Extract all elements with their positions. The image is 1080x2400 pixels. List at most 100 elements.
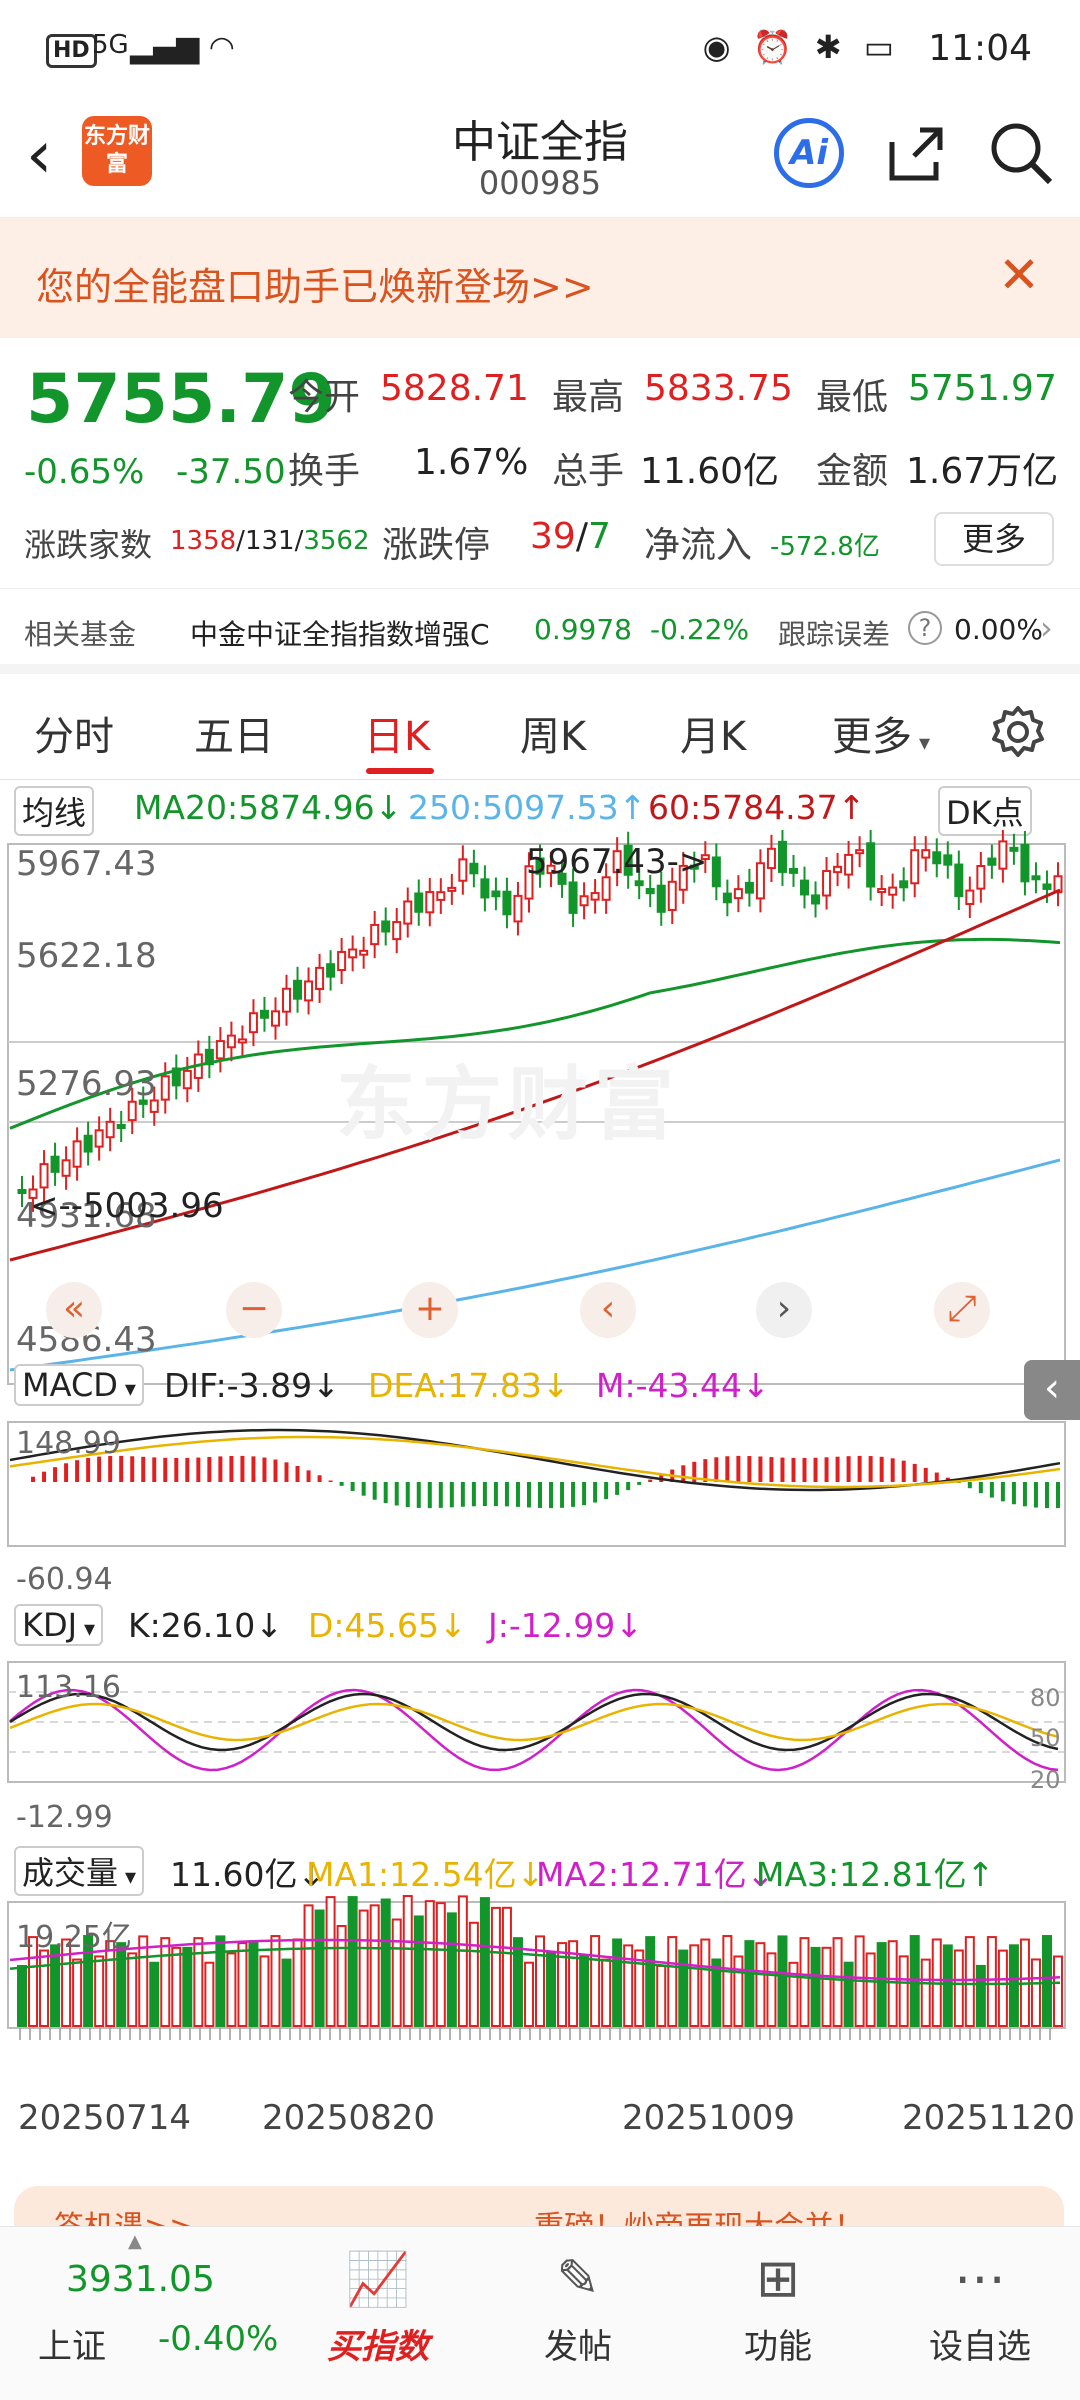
kline-chart[interactable] xyxy=(0,830,1080,2160)
tab-five-day[interactable]: 五日 xyxy=(194,714,274,760)
candle-body xyxy=(755,862,765,900)
fund-change: -0.22% xyxy=(650,613,750,646)
panel-frame xyxy=(7,843,1066,1385)
collapse-panel-icon[interactable]: ‹ xyxy=(1024,1360,1080,1420)
candle-body xyxy=(425,891,435,914)
edit-icon: ✎ xyxy=(556,2249,600,2309)
kdj-axis-bottom: -12.99 xyxy=(16,1800,113,1835)
candle-body xyxy=(248,1012,258,1034)
tab-intraday[interactable]: 分时 xyxy=(34,714,114,760)
candle-body xyxy=(83,1134,93,1153)
caret-down-icon: ▾ xyxy=(117,1377,136,1402)
volume-bar xyxy=(887,1940,898,2027)
macd-axis-bottom: -60.94 xyxy=(16,1562,113,1597)
ma60-line xyxy=(9,888,1061,1262)
candle-body xyxy=(1009,846,1019,852)
search-icon[interactable] xyxy=(988,120,1054,186)
tracking-error-value: 0.00% xyxy=(954,613,1043,646)
fund-label: 相关基金 xyxy=(24,618,137,651)
function-button[interactable]: ⊞ 功能 xyxy=(708,2249,848,2368)
chevron-right-icon[interactable]: › xyxy=(756,1282,812,1338)
volume-bar xyxy=(700,1938,711,2027)
add-watchlist-button[interactable]: ⋯ 设自选 xyxy=(910,2249,1050,2368)
caret-down-icon: ▾ xyxy=(77,1617,96,1642)
banner-text[interactable]: 您的全能盘口助手已焕新登场>> xyxy=(36,265,594,309)
related-fund-row[interactable]: 相关基金 中金中证全指指数增强C 0.9978 -0.22% 跟踪误差 ? 0.… xyxy=(0,588,1080,674)
volume-bar xyxy=(733,1955,744,2027)
more-dots-icon: ⋯ xyxy=(954,2249,1006,2309)
ma-type-selector[interactable]: 均线 xyxy=(14,786,95,836)
volume-selector[interactable]: 成交量 ▾ xyxy=(14,1846,145,1896)
breadth-separator: / xyxy=(236,526,245,556)
close-icon[interactable]: ✕ xyxy=(998,246,1040,304)
more-button[interactable]: 更多 xyxy=(934,512,1054,566)
macd-selector[interactable]: MACD ▾ xyxy=(14,1364,144,1406)
help-icon[interactable]: ? xyxy=(908,611,942,645)
candle-body xyxy=(998,840,1008,870)
candle-body xyxy=(557,872,567,885)
volume-bar xyxy=(601,1958,612,2028)
app-logo: 东方财富 xyxy=(82,116,152,186)
zoom-in-icon[interactable]: + xyxy=(402,1282,458,1338)
tab-daily-k[interactable]: 日K xyxy=(364,714,431,760)
candle-body xyxy=(138,1099,148,1105)
candle-body xyxy=(28,1188,38,1199)
volume-bar xyxy=(50,1944,61,2028)
volume-bar xyxy=(612,1938,623,2027)
date-label: 20250820 xyxy=(262,2098,436,2138)
turnover-label: 换手 xyxy=(288,451,361,492)
ai-button[interactable]: Ai xyxy=(774,118,844,188)
sh-index-change[interactable]: -0.40% xyxy=(158,2319,279,2359)
volume-bar xyxy=(237,1942,248,2028)
volume-bar xyxy=(369,1904,380,2027)
date-label: 20250714 xyxy=(18,2098,192,2138)
dk-point-button[interactable]: DK点 xyxy=(938,786,1032,836)
sh-index-label[interactable]: 上证 xyxy=(38,2327,106,2367)
volume-bar xyxy=(777,1935,788,2027)
zoom-out-icon[interactable]: − xyxy=(226,1282,282,1338)
post-button[interactable]: ✎ 发帖 xyxy=(508,2249,648,2368)
volume-bar xyxy=(711,1958,722,2028)
volume-bar xyxy=(270,1935,281,2028)
candle-body xyxy=(579,895,589,907)
candle-body xyxy=(645,887,655,895)
share-icon[interactable] xyxy=(884,122,948,186)
expand-icon[interactable]: ⤢ xyxy=(934,1282,990,1338)
turnover-value: 1.67% xyxy=(414,442,529,483)
candle-body xyxy=(293,979,303,1000)
candle-body xyxy=(612,850,622,874)
candle-body xyxy=(315,966,325,990)
kdj-ref-20: 20 xyxy=(1030,1766,1061,1794)
low-marker: <--5003.96 xyxy=(30,1186,224,1226)
candle-body xyxy=(160,1075,170,1101)
grid-icon: ⊞ xyxy=(756,2249,800,2309)
kdj-selector[interactable]: KDJ ▾ xyxy=(14,1604,104,1646)
volume-bar xyxy=(920,1958,931,2028)
back-icon[interactable]: ‹ xyxy=(26,116,53,193)
volume-bar xyxy=(182,1946,193,2028)
fast-back-icon[interactable]: « xyxy=(46,1282,102,1338)
candle-body xyxy=(94,1129,104,1148)
macd-dif: DIF:-3.89↓ xyxy=(164,1366,340,1405)
volume-bar xyxy=(535,1935,545,2028)
candle-body xyxy=(458,858,468,882)
tab-more[interactable]: 更多 ▾ xyxy=(832,704,930,762)
candle-body xyxy=(381,920,391,933)
notice-banner[interactable]: 您的全能盘口助手已焕新登场>> ✕ xyxy=(0,218,1080,338)
candle-body xyxy=(469,862,479,875)
fund-name[interactable]: 中金中证全指指数增强C xyxy=(190,618,490,651)
candle-body xyxy=(149,1099,159,1113)
volume-bar xyxy=(1030,1958,1041,2028)
buy-index-button[interactable]: 📈 买指数 xyxy=(308,2249,448,2368)
chevron-left-icon[interactable]: ‹ xyxy=(580,1282,636,1338)
volume-ma2: MA2:12.71亿↓ xyxy=(536,1855,775,1894)
candle-body xyxy=(634,880,644,887)
settings-gear-icon[interactable] xyxy=(990,704,1046,760)
volume-bar xyxy=(689,1944,700,2028)
hd-badge: HD xyxy=(46,34,97,68)
tab-weekly-k[interactable]: 周K xyxy=(520,714,587,760)
sh-index-price[interactable]: 3931.05 xyxy=(66,2259,215,2300)
high-label: 最高 xyxy=(552,377,625,418)
tab-monthly-k[interactable]: 月K xyxy=(680,714,747,760)
chevron-right-icon[interactable]: › xyxy=(1040,609,1053,647)
